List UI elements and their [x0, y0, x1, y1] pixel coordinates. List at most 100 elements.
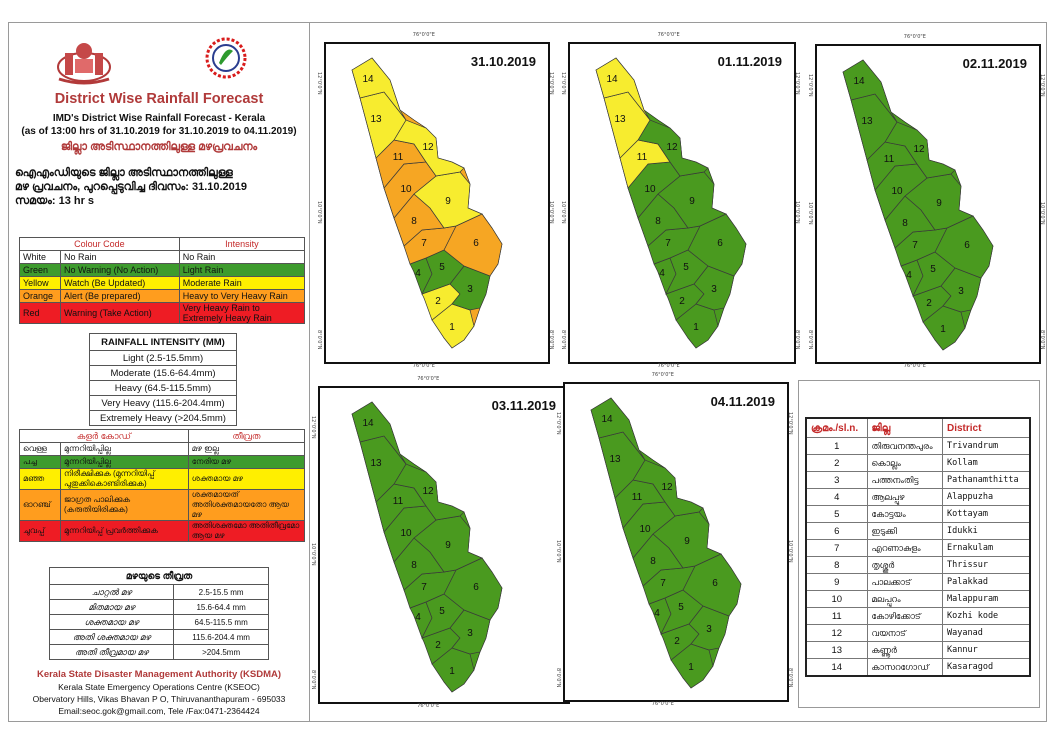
district-number-label: 8 [902, 218, 908, 229]
district-name-en: Kozhi kode [942, 607, 1031, 625]
mal-colour-row: പച്ച മുന്നറിയിപ്പില്ല നേരിയ മഴ [19, 455, 306, 469]
footer-centre: Kerala State Emergency Operations Centre… [58, 682, 260, 692]
map-date: 04.11.2019 [710, 394, 775, 409]
district-row: 11 കോഴിക്കോട് Kozhi kode [805, 607, 1031, 625]
district-number-label: 9 [445, 540, 451, 551]
district-number-label: 10 [400, 184, 412, 195]
district-number-label: 1 [449, 666, 455, 677]
mal-intensity-label: മിതമായ മഴ [48, 599, 175, 615]
district-number-label: 2 [679, 296, 685, 307]
colour-code-row: Red Warning (Take Action) Very Heavy Rain … [19, 302, 306, 324]
colour-code-meaning: Watch (Be Updated) [60, 276, 180, 290]
latitude-tick: 12°0'0"N [787, 412, 793, 435]
mal-colour-code-header: കളർ കോഡ് [19, 429, 189, 443]
colour-code-intensity: No Rain [178, 250, 306, 264]
district-number-label: 13 [370, 458, 382, 469]
district-number-label: 14 [362, 74, 374, 85]
district-sl-no: 4 [805, 488, 868, 506]
district-region-12 [393, 119, 465, 177]
district-name-en: Kottayam [942, 505, 1031, 523]
district-number-label: 8 [411, 216, 417, 227]
district-number-label: 12 [422, 486, 434, 497]
malayalam-colour-table: കളർ കോഡ് തീവ്രത വെള്ള മുന്നറിയിപ്പില്ല മഴ … [19, 429, 306, 542]
district-number-label: 5 [678, 602, 684, 613]
footer-contact: Email:seoc.gok@gmail.com, Tele /Fax:0471… [58, 706, 260, 716]
colour-code-meaning: No Warning (No Action) [60, 263, 180, 277]
latitude-tick: 8°0'0"N [310, 670, 316, 690]
district-name-mal: കണ്ണൂർ [866, 641, 944, 659]
district-name-en: Kasaragod [942, 658, 1031, 677]
mal-intensity-range: 2.5-15.5 mm [173, 584, 269, 600]
longitude-tick: 76°0'0"E [412, 363, 435, 369]
forecast-map: 31.10.2019 1 2 3 4 5 6 7 8 9 10 11 12 13 14 [324, 42, 550, 364]
longitude-tick: 76°0'0"E [903, 363, 926, 369]
rainfall-intensity-value: Moderate (15.6-64.4mm) [89, 365, 237, 381]
district-sl-no: 5 [805, 505, 868, 523]
colour-code-intensity: Moderate Rain [178, 276, 306, 290]
district-number-label: 13 [861, 116, 873, 127]
longitude-tick: 76°0'0"E [651, 372, 674, 378]
latitude-tick: 8°0'0"N [555, 668, 561, 688]
latitude-tick: 12°0'0"N [1039, 74, 1045, 97]
district-number-label: 11 [393, 152, 404, 163]
district-sl-no: 6 [805, 522, 868, 540]
district-number-label: 9 [689, 196, 695, 207]
colour-code-intensity: Very Heavy Rain to Extremely Heavy Rain [178, 302, 306, 324]
latitude-tick: 10°0'0"N [310, 543, 316, 566]
district-number-label: 9 [936, 198, 942, 209]
mal-colour-name: ചുവപ്പ് [19, 520, 61, 542]
district-number-label: 11 [884, 154, 895, 165]
forecast-map: 04.11.2019 1 2 3 4 5 6 7 8 9 10 11 12 13 14 [563, 382, 789, 702]
district-sl-no: 9 [805, 573, 868, 591]
district-name-mal: കാസറഗോഡ് [866, 658, 944, 677]
mal-intensity-label: ശക്തമായ മഴ [48, 614, 175, 630]
latitude-tick: 12°0'0"N [794, 72, 800, 95]
latitude-tick: 12°0'0"N [316, 72, 322, 95]
district-number-label: 10 [400, 528, 412, 539]
malayalam-intensity-table: മഴയുടെ തീവ്രത ചാറ്റൽ മഴ 2.5-15.5 mm മിതമായ… [48, 567, 269, 660]
district-number-label: 10 [644, 184, 656, 195]
district-number-label: 9 [445, 196, 451, 207]
district-number-label: 3 [711, 284, 717, 295]
district-number-label: 4 [659, 268, 665, 279]
rainfall-intensity-row: Moderate (15.6-64.4mm) [89, 365, 237, 381]
district-row: 1 തിരുവനന്തപുരം Trivandrum [805, 437, 1031, 455]
district-sl-no: 10 [805, 590, 868, 608]
rainfall-intensity-title: RAINFALL INTENSITY (MM) [89, 333, 237, 351]
district-number-label: 1 [449, 322, 455, 333]
district-number-label: 12 [422, 142, 434, 153]
colour-code-name: Red [19, 302, 61, 324]
district-number-label: 6 [717, 238, 723, 249]
mal-colour-name: ഓറഞ്ച് [19, 489, 61, 521]
mal-colour-intensity: മഴ ഇല്ല [187, 442, 306, 456]
district-sl-no: 8 [805, 556, 868, 574]
rainfall-intensity-value: Heavy (64.5-115.5mm) [89, 380, 237, 396]
colour-code-name: Yellow [19, 276, 61, 290]
colour-code-meaning: Alert (Be prepared) [60, 289, 180, 303]
malayalam-line-2: മഴ പ്രവചനം, പുറപ്പെടുവിച്ച ദിവസം: 31.10.… [15, 181, 248, 193]
district-name-en: Ernakulam [942, 539, 1031, 557]
latitude-tick: 10°0'0"N [1039, 202, 1045, 225]
colour-code-name: Orange [19, 289, 61, 303]
district-name-mal: മലപ്പുറം [866, 590, 944, 608]
district-number-label: 8 [411, 560, 417, 571]
district-region-12 [637, 119, 709, 177]
district-number-label: 6 [473, 238, 479, 249]
district-sl-no: 2 [805, 454, 868, 472]
colour-code-name: White [19, 250, 61, 264]
district-name-en: Thrissur [942, 556, 1031, 574]
district-sl-no: 14 [805, 658, 868, 677]
mal-intensity-label: അതി തീവ്രമായ മഴ [48, 644, 175, 660]
district-number-label: 8 [650, 556, 656, 567]
district-number-label: 2 [926, 298, 932, 309]
district-number-label: 2 [435, 296, 441, 307]
district-name-en: Trivandrum [942, 437, 1031, 455]
district-number-label: 7 [660, 578, 666, 589]
latitude-tick: 8°0'0"N [1039, 330, 1045, 350]
district-row: 5 കോട്ടയം Kottayam [805, 505, 1031, 523]
longitude-tick: 76°0'0"E [651, 701, 674, 707]
rainfall-intensity-table: RAINFALL INTENSITY (MM) Light (2.5-15.5m… [89, 333, 237, 426]
district-sl-no: 13 [805, 641, 868, 659]
